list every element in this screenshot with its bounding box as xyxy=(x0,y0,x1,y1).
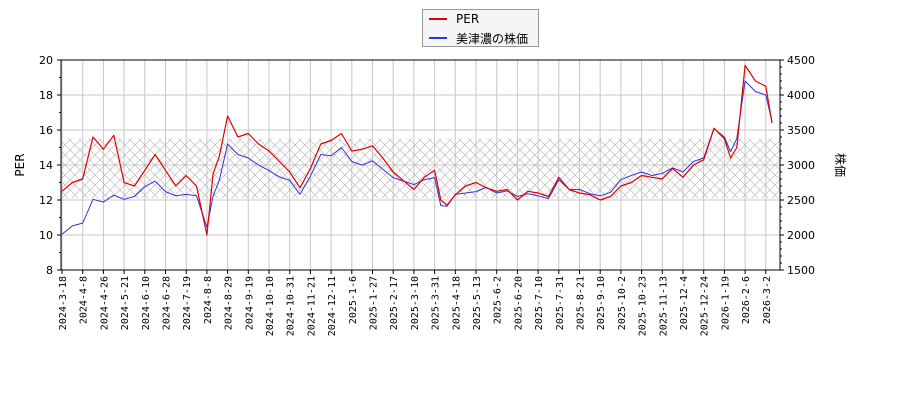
stock-swatch-icon xyxy=(429,37,447,39)
svg-text:2025-6-2: 2025-6-2 xyxy=(493,276,504,324)
svg-text:2024-3-18: 2024-3-18 xyxy=(58,276,69,330)
svg-text:2024-10-31: 2024-10-31 xyxy=(286,276,297,336)
svg-text:2025-3-10: 2025-3-10 xyxy=(410,276,421,330)
legend-label: PER xyxy=(456,12,480,26)
stock-price-line xyxy=(61,80,773,235)
svg-text:2025-4-18: 2025-4-18 xyxy=(451,276,462,330)
svg-text:2024-4-8: 2024-4-8 xyxy=(79,276,90,324)
svg-text:2024-4-26: 2024-4-26 xyxy=(99,276,110,330)
svg-text:2025-1-6: 2025-1-6 xyxy=(348,276,359,324)
svg-text:2025-11-13: 2025-11-13 xyxy=(658,276,669,336)
svg-text:2025-7-31: 2025-7-31 xyxy=(555,276,566,330)
svg-text:2025-12-4: 2025-12-4 xyxy=(679,276,690,330)
svg-text:2025-10-2: 2025-10-2 xyxy=(617,276,628,330)
per-line xyxy=(61,64,773,236)
svg-text:10: 10 xyxy=(39,229,53,242)
svg-text:2025-3-31: 2025-3-31 xyxy=(431,276,442,330)
svg-text:3000: 3000 xyxy=(787,159,815,172)
svg-text:2025-1-27: 2025-1-27 xyxy=(369,276,380,330)
svg-text:18: 18 xyxy=(39,89,53,102)
svg-text:2024-12-11: 2024-12-11 xyxy=(327,276,338,336)
svg-text:2024-8-8: 2024-8-8 xyxy=(203,276,214,324)
svg-text:8: 8 xyxy=(46,264,53,277)
svg-text:2024-5-21: 2024-5-21 xyxy=(120,276,131,330)
legend-item-stock: 美津濃の株価 xyxy=(429,30,528,46)
legend: PER 美津濃の株価 xyxy=(422,9,539,47)
svg-text:2026-1-19: 2026-1-19 xyxy=(720,276,731,330)
svg-text:2025-8-21: 2025-8-21 xyxy=(576,276,587,330)
svg-text:2025-2-17: 2025-2-17 xyxy=(389,276,400,330)
left-axis-label: PER xyxy=(13,153,27,176)
svg-text:1500: 1500 xyxy=(787,264,815,277)
left-y-axis: 8 10 12 14 16 18 20 xyxy=(39,54,61,277)
svg-text:2024-6-10: 2024-6-10 xyxy=(141,276,152,330)
svg-text:2025-10-23: 2025-10-23 xyxy=(638,276,649,336)
svg-text:16: 16 xyxy=(39,124,53,137)
svg-text:4000: 4000 xyxy=(787,89,815,102)
svg-text:14: 14 xyxy=(39,159,53,172)
svg-text:2025-12-24: 2025-12-24 xyxy=(700,276,711,336)
svg-text:2024-8-29: 2024-8-29 xyxy=(224,276,235,330)
svg-text:2500: 2500 xyxy=(787,194,815,207)
shaded-band xyxy=(61,138,780,199)
svg-text:2025-7-10: 2025-7-10 xyxy=(534,276,545,330)
svg-text:2024-10-10: 2024-10-10 xyxy=(265,276,276,336)
svg-text:2024-7-19: 2024-7-19 xyxy=(182,276,193,330)
svg-text:2000: 2000 xyxy=(787,229,815,242)
right-axis-label: 株価 xyxy=(833,153,848,177)
x-axis: 2024-3-18 2024-4-8 2024-4-26 2024-5-21 2024-… xyxy=(58,270,773,336)
svg-text:4500: 4500 xyxy=(787,54,815,67)
svg-text:2024-11-21: 2024-11-21 xyxy=(306,276,317,336)
svg-text:3500: 3500 xyxy=(787,124,815,137)
svg-text:2024-9-19: 2024-9-19 xyxy=(244,276,255,330)
svg-text:12: 12 xyxy=(39,194,53,207)
legend-label: 美津濃の株価 xyxy=(456,31,529,46)
legend-item-per: PER xyxy=(429,11,479,27)
svg-text:2024-6-28: 2024-6-28 xyxy=(162,276,173,330)
svg-text:2025-6-20: 2025-6-20 xyxy=(513,276,524,330)
svg-text:2026-3-2: 2026-3-2 xyxy=(762,276,773,324)
per-swatch-icon xyxy=(429,18,447,20)
svg-text:2026-2-6: 2026-2-6 xyxy=(741,276,752,324)
svg-text:2025-9-10: 2025-9-10 xyxy=(596,276,607,330)
right-y-axis: 1500 2000 2500 3000 3500 4000 4500 xyxy=(780,54,815,277)
svg-text:20: 20 xyxy=(39,54,53,67)
svg-text:2025-5-13: 2025-5-13 xyxy=(472,276,483,330)
